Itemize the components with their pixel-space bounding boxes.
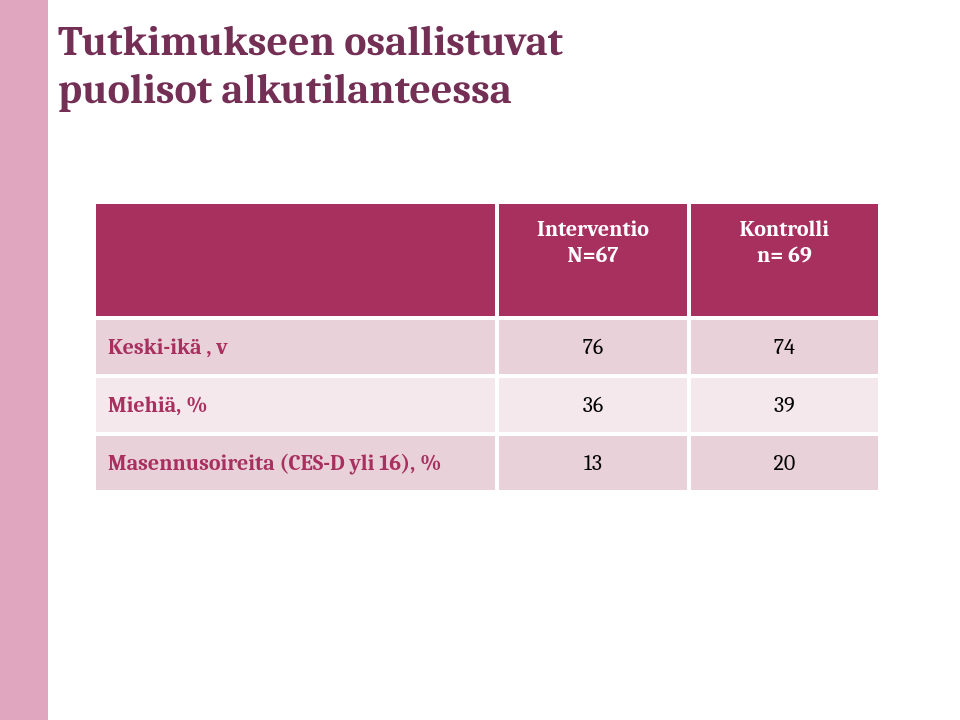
col-header-line: N=67 [507,242,678,268]
table-row: Miehiä, % 36 39 [94,376,880,434]
col-header-line: Interventio [507,216,678,242]
row-value: 76 [497,318,688,376]
row-label: Keski-ikä , v [94,318,497,376]
table-header-blank [94,202,497,318]
row-value: 36 [497,376,688,434]
table-header-row: Interventio N=67 Kontrolli n= 69 [94,202,880,318]
row-value: 39 [689,376,880,434]
sidebar-stripe [0,0,48,720]
table-row: Masennusoireita (CES-D yli 16), % 13 20 [94,434,880,492]
title-line-2: puolisot alkutilanteessa [58,66,563,114]
data-table: Interventio N=67 Kontrolli n= 69 Keski-i… [92,200,882,494]
table-header-col-2: Kontrolli n= 69 [689,202,880,318]
table-header-col-1: Interventio N=67 [497,202,688,318]
title-line-1: Tutkimukseen osallistuvat [58,18,563,66]
row-value: 13 [497,434,688,492]
table-row: Keski-ikä , v 76 74 [94,318,880,376]
page-title: Tutkimukseen osallistuvat puolisot alkut… [58,18,563,115]
row-value: 20 [689,434,880,492]
col-header-line: n= 69 [699,242,870,268]
row-label: Masennusoireita (CES-D yli 16), % [94,434,497,492]
row-label: Miehiä, % [94,376,497,434]
col-header-line: Kontrolli [699,216,870,242]
row-value: 74 [689,318,880,376]
